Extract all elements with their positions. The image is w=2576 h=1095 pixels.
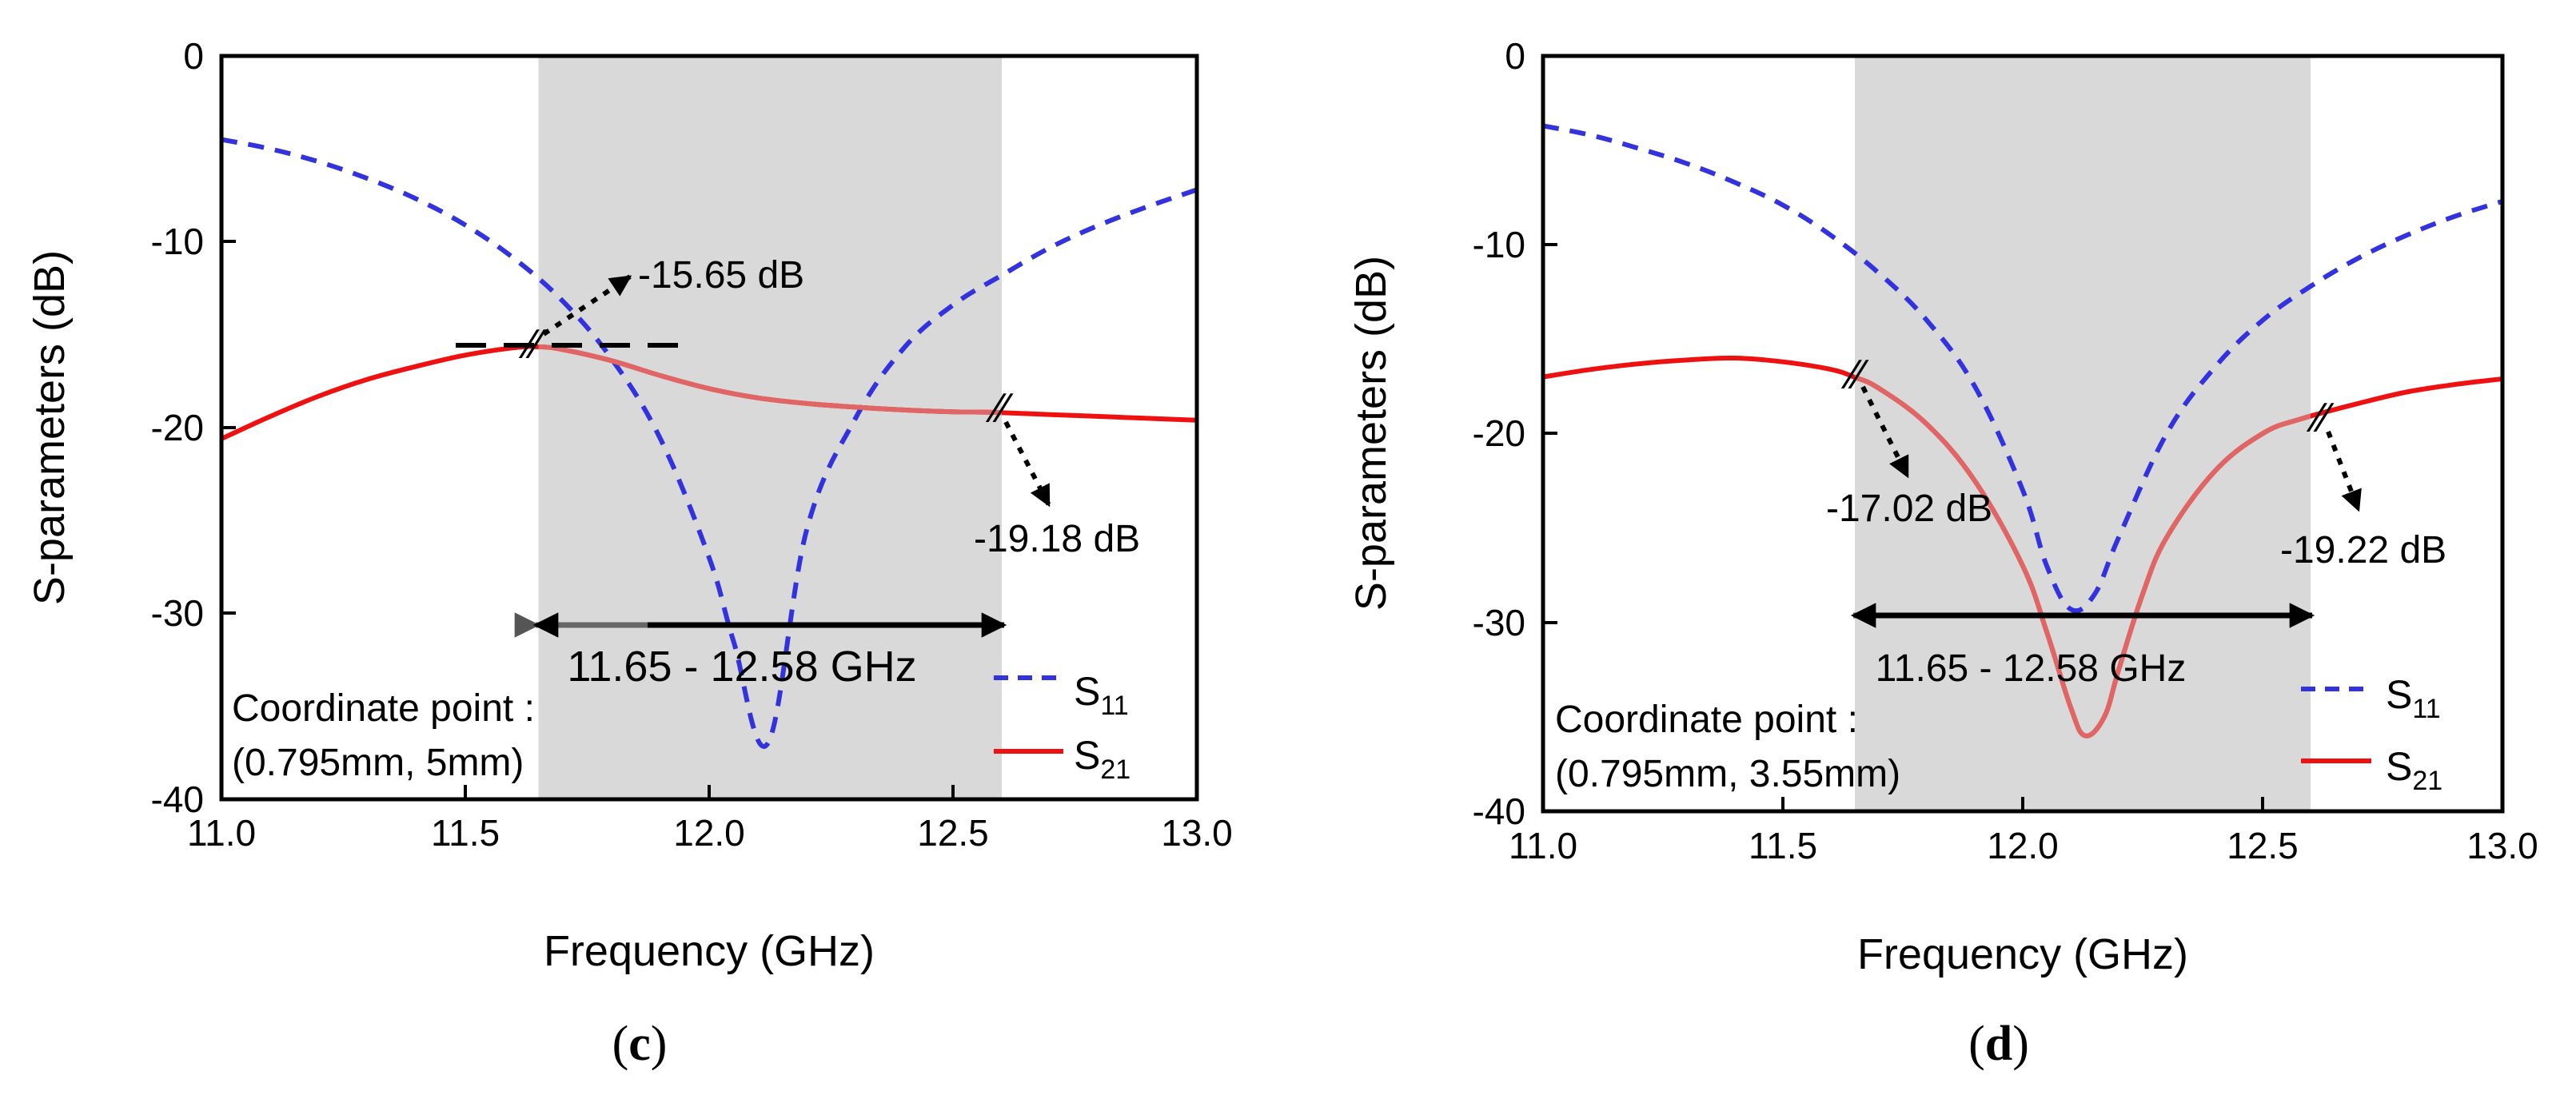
- x-tick-label: 11.5: [1749, 825, 1817, 866]
- band-label: 11.65 - 12.58 GHz: [1876, 647, 2187, 690]
- annotation-peak-label: -15.65 dB: [638, 254, 804, 297]
- y-tick-label: -20: [151, 407, 204, 448]
- y-axis: 0 -10 -20 -30 -40: [151, 35, 236, 820]
- coordinate-note-title: Coordinate point :: [1555, 699, 1858, 741]
- series-line-s11: [1543, 123, 2502, 614]
- legend-label-s11: S11: [1074, 669, 1129, 721]
- y-tick-label: -40: [151, 778, 204, 820]
- band-label: 11.65 - 12.58 GHz: [567, 643, 916, 691]
- x-tick-label: 12.5: [917, 812, 989, 854]
- x-tick-label: 13.0: [1161, 812, 1233, 854]
- series-line-s21-in-band: [538, 344, 1002, 416]
- y-axis-label: S-parameters (dB): [1347, 256, 1395, 611]
- coordinate-note-title: Coordinate point :: [232, 687, 535, 730]
- legend: S11 S21: [2301, 672, 2442, 796]
- y-tick-label: 0: [183, 35, 204, 77]
- y-tick-label: -30: [1473, 602, 1525, 643]
- series-line-s11: [221, 137, 1197, 749]
- annotation-arrow: [542, 274, 632, 336]
- x-tick-label: 13.0: [2466, 825, 2538, 866]
- coordinate-note-value: (0.795mm, 5mm): [232, 742, 524, 784]
- chart-panel-d: 0 -10 -20 -30 -40 11.0 11.5 12.0 12.5 13…: [1347, 35, 2538, 1071]
- legend-label-s21: S21: [1074, 733, 1130, 785]
- x-axis: 11.0 11.5 12.0 12.5 13.0: [187, 785, 1233, 854]
- panel-label: (c): [612, 1017, 668, 1071]
- panel-label: (d): [1968, 1017, 2029, 1071]
- series-layer: [1543, 123, 2502, 739]
- x-axis: 11.0 11.5 12.0 12.5 13.0: [1509, 797, 2538, 866]
- y-axis-label: S-parameters (dB): [26, 250, 74, 605]
- annotation-high-edge-label: -19.22 dB: [2280, 529, 2446, 571]
- annotation-arrow: [1003, 420, 1051, 508]
- x-tick-label: 12.0: [1987, 825, 2059, 866]
- x-tick-label: 11.5: [431, 812, 500, 854]
- coordinate-note-value: (0.795mm, 3.55mm): [1555, 753, 1900, 795]
- x-tick-label: 12.5: [2227, 825, 2299, 866]
- pass-band-region: [1855, 56, 2311, 811]
- annotation-low-edge-label: -17.02 dB: [1826, 488, 1992, 530]
- y-tick-label: -20: [1473, 412, 1525, 454]
- y-tick-label: -40: [1473, 790, 1525, 832]
- annotation-arrow: [2326, 430, 2362, 512]
- x-tick-label: 11.0: [1509, 825, 1577, 866]
- x-axis-label: Frequency (GHz): [544, 927, 875, 975]
- legend-label-s11: S11: [2386, 672, 2441, 724]
- y-tick-label: 0: [1505, 35, 1525, 77]
- chart-panel-c: 0 -10 -20 -30 -40 11.0 11.5 12.0 12.5 13…: [26, 35, 1233, 1071]
- legend: S11 S21: [994, 669, 1130, 785]
- x-tick-label: 11.0: [187, 812, 256, 854]
- y-tick-label: -30: [151, 592, 204, 634]
- x-tick-label: 12.0: [673, 812, 745, 854]
- legend-label-s21: S21: [2386, 744, 2442, 796]
- y-tick-label: -10: [151, 221, 204, 262]
- x-axis-label: Frequency (GHz): [1857, 930, 2188, 978]
- annotation-arrow: [1860, 385, 1910, 479]
- y-axis: 0 -10 -20 -30 -40: [1473, 35, 1557, 832]
- annotation-edge-label: -19.18 dB: [974, 518, 1140, 560]
- series-line-s21-in-band: [1855, 374, 2311, 739]
- y-tick-label: -10: [1473, 224, 1525, 265]
- pass-band-region: [538, 56, 1002, 799]
- series-layer: [221, 137, 1197, 749]
